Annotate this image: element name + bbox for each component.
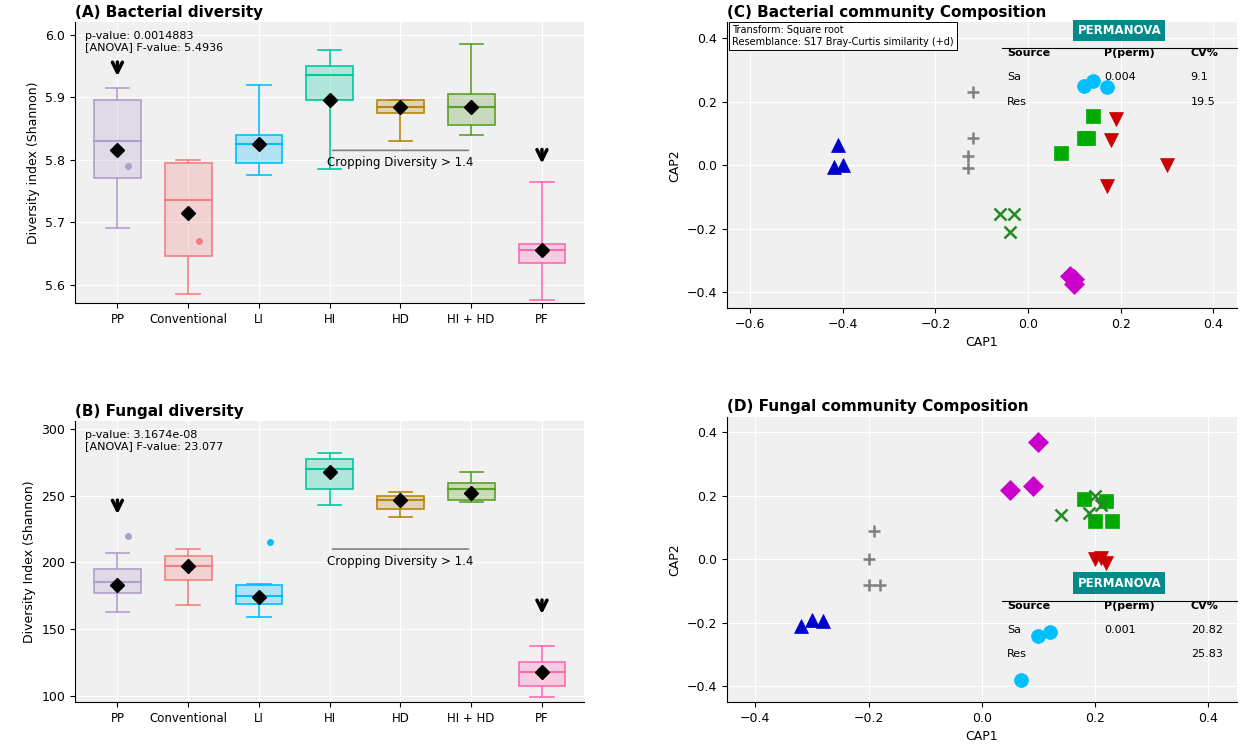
Text: (B) Fungal diversity: (B) Fungal diversity [75,403,244,419]
Bar [165,556,211,580]
Text: (C) Bacterial community Composition: (C) Bacterial community Composition [727,4,1047,20]
Text: p-value: 0.0014883
[ANOVA] F-value: 5.4936: p-value: 0.0014883 [ANOVA] F-value: 5.49… [85,31,224,52]
Bar [94,569,141,593]
X-axis label: CAP1: CAP1 [965,336,998,350]
Bar [94,100,141,179]
Y-axis label: CAP2: CAP2 [668,543,682,576]
Text: PERMANOVA: PERMANOVA [1078,577,1162,589]
Text: 9.1: 9.1 [1190,72,1209,82]
Bar [448,94,495,125]
Y-axis label: Diversity Index (Shannon): Diversity Index (Shannon) [22,480,36,643]
Text: 20.82: 20.82 [1190,625,1223,635]
Text: PERMANOVA: PERMANOVA [1078,24,1162,37]
Text: CV%: CV% [1190,48,1219,58]
Text: 0.001: 0.001 [1104,625,1135,635]
Text: (A) Bacterial diversity: (A) Bacterial diversity [75,4,264,20]
Bar [306,459,353,489]
Text: p-value: 3.1674e-08
[ANOVA] F-value: 23.077: p-value: 3.1674e-08 [ANOVA] F-value: 23.… [85,430,224,451]
Bar [448,483,495,500]
X-axis label: CAP1: CAP1 [965,731,998,743]
Bar [306,66,353,100]
Text: 19.5: 19.5 [1190,96,1215,107]
Text: P(perm): P(perm) [1104,48,1155,58]
Text: Cropping Diversity > 1.4: Cropping Diversity > 1.4 [327,555,473,568]
Text: Cropping Diversity > 1.4: Cropping Diversity > 1.4 [327,156,473,169]
Bar [236,585,282,604]
Bar [236,134,282,163]
Text: Res: Res [1007,649,1027,660]
Bar [518,244,566,263]
Bar [165,163,211,256]
Bar [377,100,423,113]
Text: (D) Fungal community Composition: (D) Fungal community Composition [727,399,1029,414]
Y-axis label: CAP2: CAP2 [668,149,682,182]
Y-axis label: Diversity index (Shannon): Diversity index (Shannon) [26,81,40,244]
Text: Source: Source [1007,48,1050,58]
Text: Sa: Sa [1007,72,1022,82]
Text: 0.004: 0.004 [1104,72,1135,82]
Text: Transform: Square root
Resemblance: S17 Bray-Curtis similarity (+d): Transform: Square root Resemblance: S17 … [732,25,954,47]
Text: 25.83: 25.83 [1190,649,1223,660]
Text: Sa: Sa [1007,625,1022,635]
Text: CV%: CV% [1190,601,1219,611]
Text: P(perm): P(perm) [1104,601,1155,611]
Bar [377,496,423,509]
Text: Source: Source [1007,601,1050,611]
Bar [518,663,566,686]
Text: Res: Res [1007,96,1027,107]
